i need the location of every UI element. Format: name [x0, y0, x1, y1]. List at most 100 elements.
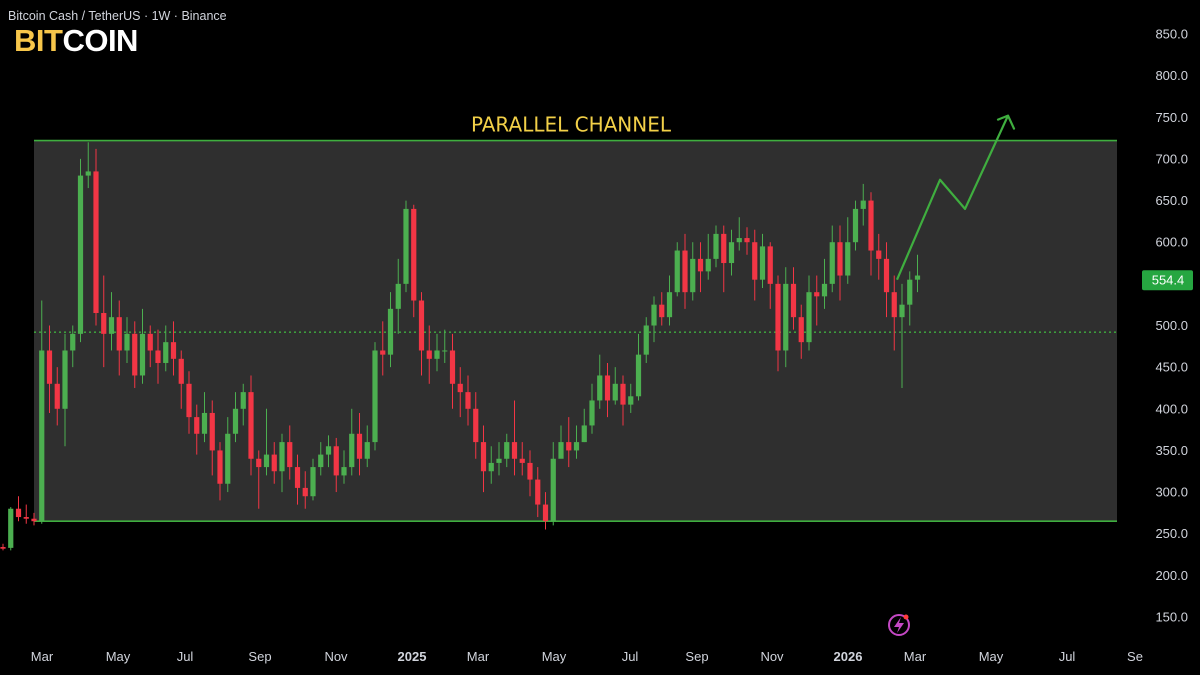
candle — [666, 275, 673, 326]
candle-body — [380, 350, 386, 355]
candle — [612, 367, 618, 405]
candle-body — [23, 517, 29, 519]
candle-body — [527, 462, 533, 480]
candle-body — [372, 350, 378, 443]
candle-body — [54, 383, 60, 409]
y-tick-label: 450.0 — [1155, 360, 1188, 375]
candle — [147, 325, 153, 368]
candle-body — [821, 283, 828, 297]
candle — [876, 233, 882, 280]
candle — [821, 258, 828, 309]
candle-body — [504, 442, 510, 459]
candle — [0, 543, 6, 551]
candle-body — [209, 412, 215, 451]
candle-body — [814, 292, 820, 297]
candle — [635, 333, 642, 401]
x-tick-label: Mar — [467, 649, 490, 664]
candle — [287, 425, 293, 480]
candle — [217, 442, 223, 501]
candlestick-series — [0, 142, 921, 551]
candle — [85, 142, 91, 189]
candle — [511, 400, 518, 476]
x-axis[interactable]: Mar May Jul Sep Nov 2025 Mar May Jul Sep Nov 2026 Ma… — [31, 649, 1143, 664]
candle-body — [876, 250, 882, 259]
candle-body — [659, 304, 665, 318]
candle — [519, 442, 525, 476]
candle — [899, 283, 905, 388]
candle — [914, 254, 921, 293]
candle — [232, 392, 239, 443]
candle-body — [775, 283, 781, 351]
candle-body — [240, 392, 246, 409]
candle-body — [480, 442, 487, 472]
candle-body — [163, 342, 169, 363]
y-tick-label: 400.0 — [1155, 401, 1188, 416]
candle-body — [744, 238, 750, 243]
candle-body — [798, 317, 804, 343]
candle — [643, 317, 649, 363]
candle — [736, 217, 742, 251]
candle — [457, 367, 463, 418]
candle-body — [643, 325, 649, 355]
candle — [263, 408, 270, 476]
candle — [713, 225, 719, 268]
projection-arrow — [895, 115, 1009, 281]
lightning-icon[interactable] — [888, 614, 910, 636]
brand-logo-part2: COIN — [62, 23, 138, 58]
candle-body — [194, 417, 200, 434]
candle — [15, 496, 22, 522]
candle — [31, 512, 37, 526]
candle-body — [589, 400, 595, 426]
candle-body — [8, 508, 14, 548]
candle-body — [333, 446, 339, 476]
candle-body — [721, 233, 727, 264]
x-tick-label: Nov — [760, 649, 784, 664]
candle-body — [767, 246, 773, 284]
candle-body — [612, 383, 618, 401]
candle — [108, 292, 115, 351]
candle — [604, 362, 611, 418]
candle-body — [868, 200, 874, 251]
candle — [302, 471, 308, 509]
candle-body — [217, 450, 223, 484]
candle — [907, 271, 913, 326]
x-tick-label: Se — [1127, 649, 1143, 664]
y-tick-label: 250.0 — [1155, 526, 1188, 541]
candle-body — [356, 433, 363, 459]
candle — [891, 275, 897, 351]
candle-body — [666, 292, 673, 318]
candle-body — [790, 283, 797, 318]
y-tick-label: 850.0 — [1155, 27, 1188, 42]
candle-body — [124, 333, 130, 351]
x-tick-label: Nov — [324, 649, 348, 664]
candle — [488, 446, 494, 484]
candle — [155, 329, 161, 384]
candle-body — [806, 292, 812, 343]
candle — [473, 392, 479, 459]
y-axis[interactable]: 150.0 200.0 250.0 300.0 350.0 400.0 450.0 500.0… — [1155, 27, 1188, 625]
candle-body — [581, 425, 587, 443]
candle-body — [899, 304, 905, 318]
candle-body — [914, 275, 921, 280]
candle-body — [341, 467, 347, 476]
candle-body — [573, 442, 580, 451]
candle-body — [449, 350, 456, 384]
x-tick-label: May — [979, 649, 1004, 664]
candle — [837, 225, 843, 301]
candle — [434, 333, 440, 372]
candle-body — [891, 292, 897, 318]
candle-body — [496, 458, 502, 463]
candle — [705, 233, 711, 280]
candle-body — [232, 408, 239, 434]
candle — [542, 492, 549, 530]
candle — [225, 417, 231, 493]
candle-body — [287, 442, 293, 468]
candle-body — [93, 171, 99, 314]
candle-body — [604, 375, 611, 401]
candle — [256, 450, 262, 509]
y-tick-label: 500.0 — [1155, 318, 1188, 333]
candle — [860, 183, 866, 226]
candle-body — [39, 350, 45, 522]
y-tick-label: 800.0 — [1155, 68, 1188, 83]
